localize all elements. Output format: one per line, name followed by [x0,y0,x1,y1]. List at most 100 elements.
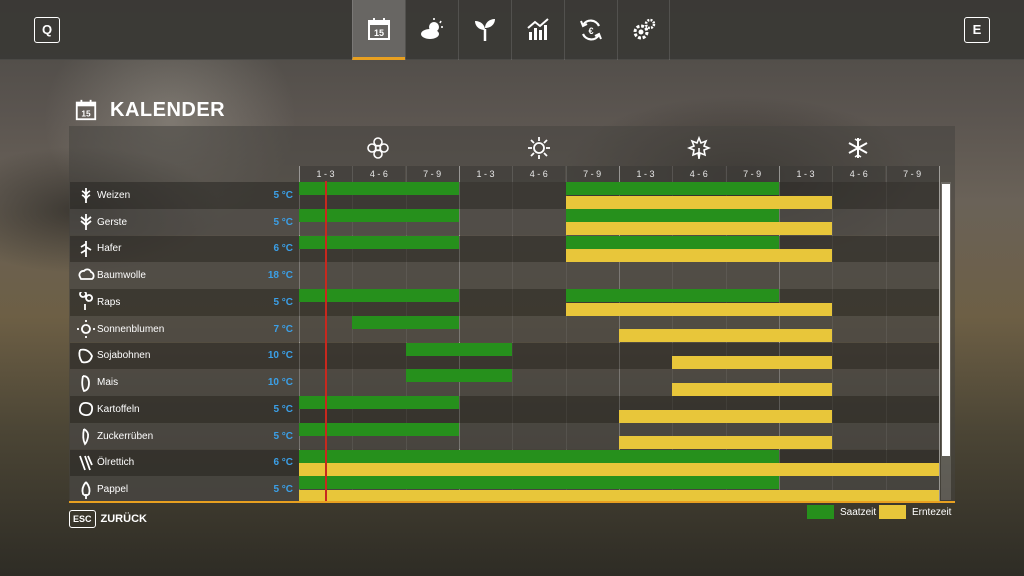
sowing-period-bar [565,208,779,222]
harvest-period-bar [299,489,939,503]
sowing-period-bar [299,422,459,436]
crop-row: Raps 5 °C [70,289,299,316]
month-label: 4 - 6 [672,166,726,182]
month-divider [885,166,887,501]
crop-timeline-row [299,262,939,289]
potato-icon [78,402,94,417]
sowing-period-bar [299,289,459,302]
sowing-period-bar [299,476,779,490]
wheat-icon [81,188,91,204]
crop-name: Zuckerrüben [97,430,154,442]
title-icon-day: 15 [81,108,91,118]
sowing-period-bar [405,342,513,356]
month-divider [832,166,834,501]
harvest-period-bar [565,249,833,262]
tab-crops[interactable] [458,0,511,60]
crop-timeline-row [299,182,939,209]
crop-row: Kartoffeln 5 °C [70,396,299,423]
sowing-period-bar [352,315,459,329]
leaf-icon [687,136,711,159]
month-label: 4 - 6 [832,166,886,182]
cotton-icon [78,268,95,280]
month-divider [352,166,354,501]
legend-swatch-sowing [807,505,834,519]
statistics-icon [527,18,549,40]
crop-min-temperature: 10 °C [267,377,293,389]
sugarbeet-icon [82,428,90,446]
page-title: KALENDER [110,98,226,121]
crop-min-temperature: 10 °C [267,350,293,362]
crop-min-temperature: 7 °C [273,323,293,335]
page-header: 15 KALENDER [74,96,225,124]
season-divider [299,166,300,501]
legend-label-sowing: Saatzeit [840,506,877,518]
calendar-icon: 15 [75,99,97,121]
next-page-key[interactable]: E [964,17,990,43]
legend-label-harvest: Erntezeit [912,506,952,518]
crop-row: Baumwolle 18 °C [70,262,299,289]
crop-row: Mais 10 °C [70,369,299,396]
month-label: 1 - 3 [618,166,672,182]
crop-name: Baumwolle [97,270,146,282]
esc-key: ESC [69,510,96,528]
month-label: 1 - 3 [778,166,832,182]
harvest-period-bar [618,329,833,343]
crop-row: Ölrettich 6 °C [70,449,299,477]
crop-timeline-row [299,422,939,450]
soybean-icon [78,348,93,364]
tab-calendar[interactable]: 15 [352,0,405,60]
back-button[interactable]: ESC ZURÜCK [69,510,147,528]
crop-row: Gerste 5 °C [70,208,299,236]
crop-min-temperature: 5 °C [273,484,293,496]
harvest-period-bar [618,409,833,423]
crop-name: Raps [97,296,121,308]
corn-icon [81,374,90,392]
legend-swatch-harvest [879,505,906,519]
crop-row: Pappel 5 °C [70,476,299,503]
crop-row: Weizen 5 °C [70,182,299,209]
season-divider [458,166,460,501]
crop-min-temperature: 18 °C [267,270,293,282]
month-label: 1 - 3 [458,166,512,182]
sun-icon [528,137,550,159]
back-label: ZURÜCK [100,513,147,525]
plant-icon [475,19,495,41]
crop-min-temperature: 5 °C [273,430,293,442]
harvest-period-bar [299,463,939,476]
sowing-period-bar [405,369,513,383]
harvest-period-bar [565,302,833,316]
sowing-period-bar [299,396,459,409]
tab-statistics[interactable] [511,0,564,60]
month-divider [405,166,407,501]
poplar-icon [81,481,91,499]
crop-name: Mais [97,377,119,389]
harvest-period-bar [565,195,833,209]
tab-weather[interactable] [405,0,458,60]
crop-timeline-row [299,476,939,503]
crop-timeline-row [299,289,939,316]
month-label: 1 - 3 [299,166,352,182]
sowing-period-bar [565,289,779,302]
calendar-tab-day: 15 [374,28,384,38]
weather-icon [421,18,443,39]
tab-settings[interactable] [617,0,670,60]
crop-min-temperature: 5 °C [273,403,293,415]
sowing-period-bar [565,182,779,195]
crop-min-temperature: 5 °C [273,296,293,308]
crop-timeline-row [299,342,939,370]
crop-name: Weizen [97,189,131,201]
crop-name: Kartoffeln [97,403,140,415]
crop-name: Gerste [97,216,128,228]
season-divider [938,166,940,501]
previous-page-key[interactable]: Q [34,17,60,43]
canola-icon [79,292,93,311]
crop-timeline-row [299,315,939,343]
sowing-period-bar [565,235,779,249]
panel-accent-line [69,501,955,503]
top-navigation-bar: Q 15 [0,0,1024,60]
crop-name: Sojabohnen [97,350,151,362]
sunflower-icon [77,320,95,339]
scrollbar-thumb[interactable] [942,184,950,456]
tab-finances[interactable]: € [564,0,617,60]
sowing-period-bar [299,182,459,195]
